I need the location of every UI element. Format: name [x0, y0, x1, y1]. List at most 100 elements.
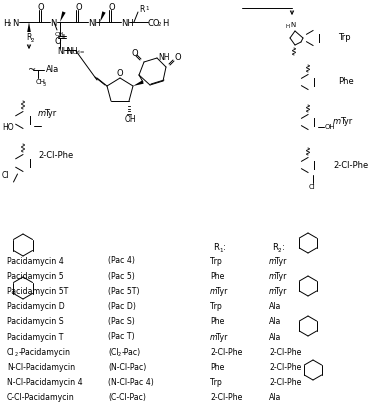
Text: CH: CH	[36, 79, 46, 85]
Text: Trp: Trp	[338, 33, 350, 42]
Text: (Pac T): (Pac T)	[108, 333, 134, 341]
Text: (Pac D): (Pac D)	[108, 302, 136, 311]
Text: OH: OH	[125, 115, 137, 124]
Text: (C-Cl-Pac): (C-Cl-Pac)	[108, 393, 146, 402]
Text: 1: 1	[145, 5, 149, 11]
Text: (Pac 5): (Pac 5)	[108, 272, 135, 281]
Text: Ala: Ala	[269, 333, 281, 341]
Text: C-Cl-Pacidamycin: C-Cl-Pacidamycin	[7, 393, 75, 402]
Text: H: H	[162, 18, 169, 27]
Text: 2-Cl-Phe: 2-Cl-Phe	[210, 393, 242, 402]
Text: N: N	[12, 18, 18, 27]
Text: 2-Cl-Phe: 2-Cl-Phe	[269, 363, 301, 372]
Text: Phe: Phe	[210, 363, 224, 372]
Text: Pacidamycin S: Pacidamycin S	[7, 317, 64, 326]
Text: O: O	[109, 2, 116, 11]
Text: O: O	[38, 2, 45, 11]
Text: m: m	[269, 272, 276, 281]
Text: 2-Cl-Phe: 2-Cl-Phe	[269, 348, 301, 357]
Text: NH: NH	[121, 18, 134, 27]
Text: Phe: Phe	[210, 317, 224, 326]
Text: Tyr: Tyr	[216, 287, 227, 296]
Text: Pacidamycin 5: Pacidamycin 5	[7, 272, 64, 281]
Text: NH: NH	[158, 53, 169, 62]
Text: -Pac): -Pac)	[122, 348, 141, 357]
Text: 2-Cl-Phe: 2-Cl-Phe	[210, 348, 242, 357]
Text: NH: NH	[57, 47, 69, 55]
Text: 2: 2	[158, 22, 162, 27]
Text: Trp: Trp	[210, 257, 222, 266]
Text: 2-Cl-Phe: 2-Cl-Phe	[38, 151, 73, 160]
Text: Ala: Ala	[269, 317, 281, 326]
Text: 2: 2	[15, 352, 18, 357]
Text: O: O	[175, 53, 181, 62]
Text: HO: HO	[2, 123, 14, 132]
Text: O: O	[132, 49, 139, 58]
Text: -Pacidamycin: -Pacidamycin	[19, 348, 71, 357]
Text: (Pac 5T): (Pac 5T)	[108, 287, 140, 296]
Text: R: R	[139, 5, 144, 15]
Text: Phe: Phe	[210, 272, 224, 281]
Polygon shape	[133, 80, 144, 86]
Text: CH: CH	[55, 31, 64, 36]
Text: 2-Cl-Phe: 2-Cl-Phe	[269, 378, 301, 387]
Text: Tyr: Tyr	[275, 272, 287, 281]
Text: Cl: Cl	[2, 171, 9, 180]
Text: Ala: Ala	[269, 302, 281, 311]
Text: Tyr: Tyr	[216, 333, 227, 341]
Text: Pacidamycin D: Pacidamycin D	[7, 302, 65, 311]
Text: 3: 3	[43, 82, 46, 86]
Text: CH=: CH=	[73, 51, 85, 55]
Text: NH: NH	[88, 18, 101, 27]
Text: Pacidamycin T: Pacidamycin T	[7, 333, 64, 341]
Polygon shape	[60, 11, 66, 22]
Text: H: H	[286, 24, 290, 29]
Text: m: m	[38, 109, 46, 118]
Text: Tyr: Tyr	[340, 118, 352, 126]
Text: R: R	[213, 244, 219, 253]
Text: 2-Cl-Phe: 2-Cl-Phe	[333, 160, 368, 169]
Text: 1: 1	[219, 248, 223, 253]
Text: m: m	[210, 287, 218, 296]
Text: Trp: Trp	[210, 302, 222, 311]
Text: Tyr: Tyr	[44, 109, 56, 118]
Text: OH: OH	[325, 124, 336, 130]
Text: O: O	[117, 69, 123, 78]
Polygon shape	[27, 22, 31, 32]
Text: Tyr: Tyr	[275, 287, 287, 296]
Text: 2: 2	[278, 248, 281, 253]
Text: Pacidamycin 5T: Pacidamycin 5T	[7, 287, 68, 296]
Text: :: :	[282, 244, 285, 253]
Text: CO: CO	[148, 18, 160, 27]
Text: (Pac S): (Pac S)	[108, 317, 135, 326]
Text: m: m	[333, 118, 341, 126]
Text: 2: 2	[118, 352, 121, 357]
Text: N-Cl-Pacidamycin 4: N-Cl-Pacidamycin 4	[7, 378, 83, 387]
Text: Trp: Trp	[210, 378, 222, 387]
Text: 2: 2	[31, 38, 34, 42]
Text: Ala: Ala	[269, 393, 281, 402]
Text: m: m	[210, 333, 218, 341]
Text: NH: NH	[66, 47, 78, 55]
Text: R: R	[26, 33, 31, 42]
Text: m: m	[269, 287, 276, 296]
Text: O: O	[76, 2, 83, 11]
Text: (Cl: (Cl	[108, 348, 119, 357]
Text: 3: 3	[62, 33, 65, 38]
Text: (Pac 4): (Pac 4)	[108, 257, 135, 266]
Text: N-Cl-Pacidamycin: N-Cl-Pacidamycin	[7, 363, 75, 372]
Text: Tyr: Tyr	[275, 257, 287, 266]
Text: N: N	[50, 18, 56, 27]
Text: (N-Cl-Pac 4): (N-Cl-Pac 4)	[108, 378, 154, 387]
Text: (N-Cl-Pac): (N-Cl-Pac)	[108, 363, 146, 372]
Text: :: :	[223, 244, 226, 253]
Text: 2: 2	[8, 22, 11, 27]
Text: m: m	[269, 257, 276, 266]
Text: N: N	[290, 22, 295, 28]
Text: ~: ~	[28, 65, 36, 75]
Text: H: H	[3, 18, 9, 27]
Text: O: O	[55, 38, 62, 47]
Text: R: R	[272, 244, 278, 253]
Text: Cl: Cl	[309, 184, 316, 190]
Text: Cl: Cl	[7, 348, 15, 357]
